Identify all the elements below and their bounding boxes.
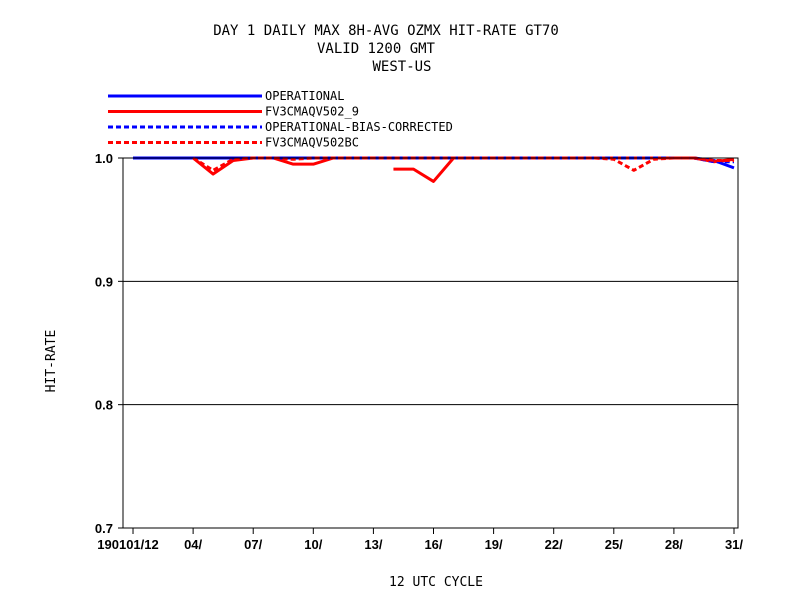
x-tick-label: 28/ — [665, 537, 683, 552]
y-axis-label: HIT-RATE — [44, 330, 59, 393]
x-tick-label: 10/ — [304, 537, 322, 552]
chart-title-line-2: VALID 1200 GMT — [317, 41, 436, 57]
x-tick-label: 190101/12 — [97, 537, 158, 552]
x-tick-label: 13/ — [364, 537, 382, 552]
x-tick-label: 04/ — [184, 537, 202, 552]
x-tick-label: 19/ — [485, 537, 503, 552]
y-tick-label: 0.7 — [95, 521, 113, 536]
plot-frame — [122, 157, 739, 529]
legend: OPERATIONAL FV3CMAQV502_9OPERATIONAL-BIAS… — [108, 89, 453, 150]
x-tick-label: 22/ — [545, 537, 563, 552]
x-tick-label: 25/ — [605, 537, 623, 552]
x-tick-label: 07/ — [244, 537, 262, 552]
chart-title-line-3: WEST-US — [372, 59, 431, 75]
gridlines — [123, 280, 738, 406]
chart-title-line-1: DAY 1 DAILY MAX 8H-AVG OZMX HIT-RATE GT7… — [213, 23, 559, 39]
y-tick-label: 1.0 — [95, 151, 113, 166]
x-axis: 190101/12 04/07/10/13/16/19/22/25/28/31/ — [97, 528, 743, 552]
legend-label-2: FV3CMAQV502_9 — [265, 105, 359, 119]
x-tick-label: 31/ — [725, 537, 743, 552]
x-tick-label: 16/ — [424, 537, 442, 552]
chart-title-group: DAY 1 DAILY MAX 8H-AVG OZMX HIT-RATE GT7… — [213, 23, 559, 75]
series-lines — [133, 156, 735, 183]
legend-label-4: FV3CMAQV502BC — [265, 136, 359, 150]
legend-label-3: OPERATIONAL-BIAS-CORRECTED — [265, 120, 453, 134]
y-axis: 0.7 0.8 0.9 1.0 — [95, 151, 123, 536]
y-tick-label: 0.8 — [95, 398, 113, 413]
x-axis-label: 12 UTC CYCLE — [389, 575, 483, 590]
y-tick-label: 0.9 — [95, 274, 113, 289]
legend-label-1: OPERATIONAL — [265, 89, 344, 103]
series-line-2 — [192, 156, 735, 183]
